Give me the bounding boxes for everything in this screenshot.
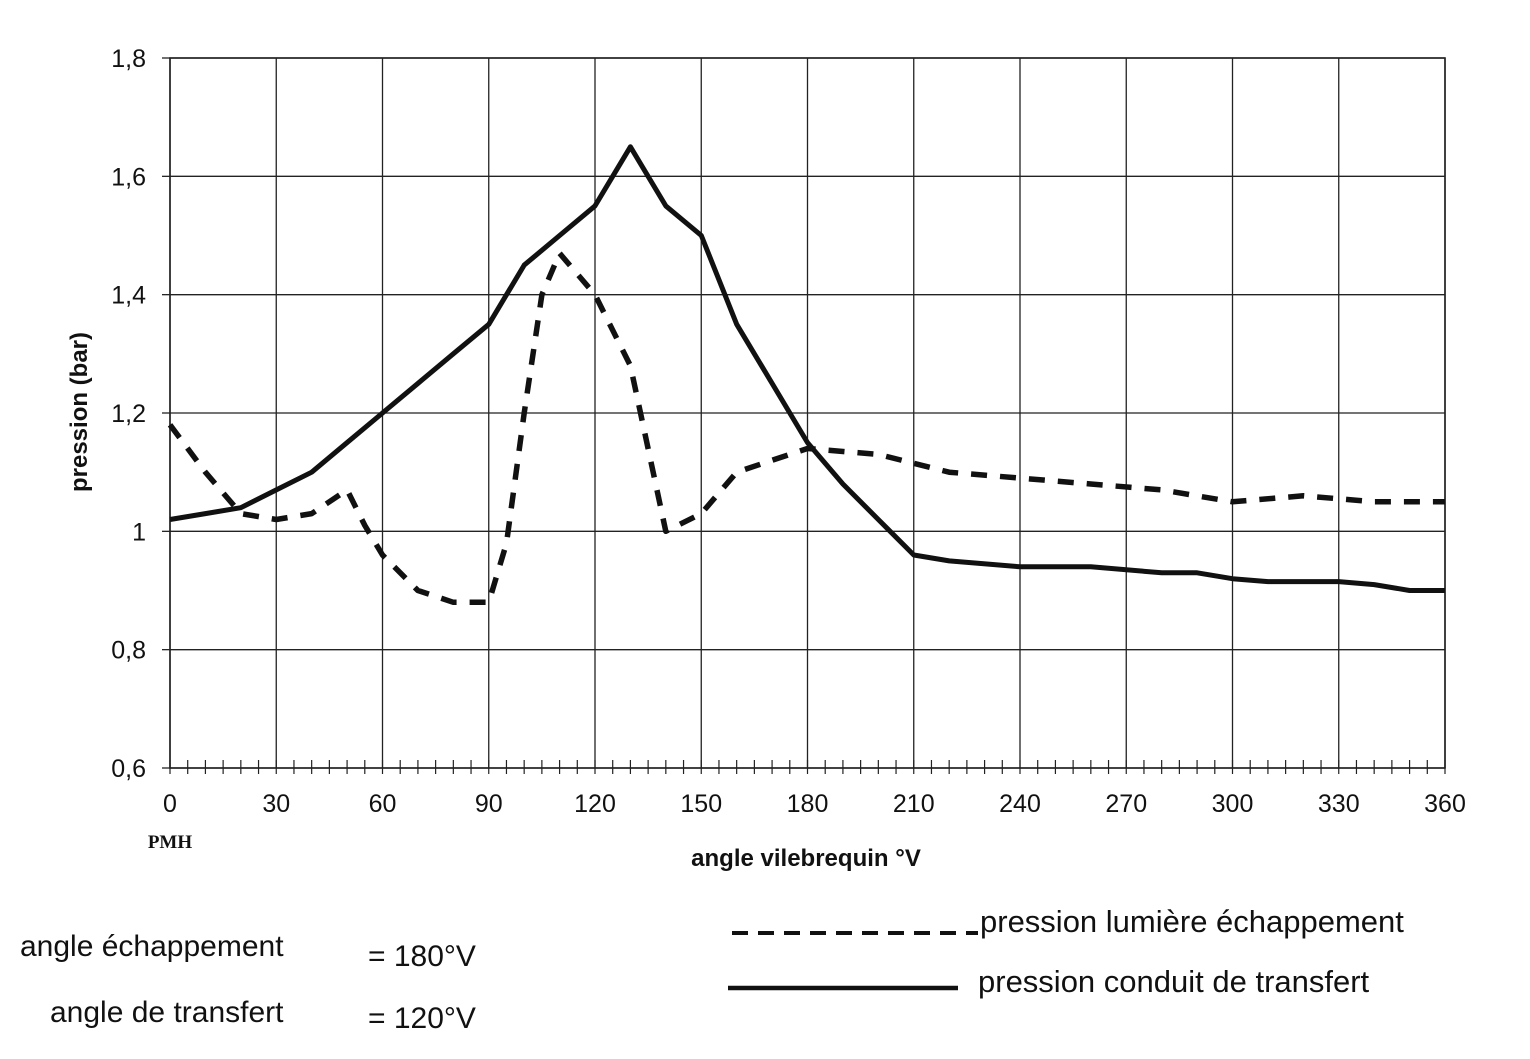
y-axis-title: pression (bar) <box>66 332 93 492</box>
y-tick-label: 1,8 <box>111 45 146 73</box>
y-tick-label: 0,6 <box>111 755 146 783</box>
x-tick-label: 270 <box>1105 790 1147 818</box>
grid <box>162 57 1446 774</box>
x-tick-label: 30 <box>262 790 290 818</box>
legend-label-echappement: pression lumière échappement <box>980 904 1404 939</box>
angle-transfert-label: angle de transfert <box>50 996 284 1029</box>
y-tick-label: 1,2 <box>111 400 146 428</box>
x-tick-label: 120 <box>574 790 616 818</box>
x-tick-label: 60 <box>369 790 397 818</box>
angle-transfert-value: = 120°V <box>368 1002 476 1035</box>
y-tick-label: 1,4 <box>111 282 146 310</box>
x-axis-title: angle vilebrequin °V <box>691 845 921 872</box>
series-line-transfert <box>169 144 1445 593</box>
x-tick-label: 0 <box>163 790 177 818</box>
series-group <box>167 144 1445 606</box>
series-line-echappement <box>167 250 1445 606</box>
x-tick-label: 150 <box>680 790 722 818</box>
x-tick-label: 360 <box>1424 790 1466 818</box>
tick-labels: 0 30 60 90 120 150 180 210 240 270 300 330 360 0,6 0,8… <box>111 45 1466 818</box>
y-tick-label: 1,6 <box>111 163 146 191</box>
x-tick-label: 90 <box>475 790 503 818</box>
angle-echappement-label: angle échappement <box>20 930 284 963</box>
pmh-label: PMH <box>148 832 193 853</box>
x-tick-label: 180 <box>787 790 829 818</box>
y-tick-label: 1 <box>132 518 146 546</box>
angle-echappement-value: = 180°V <box>368 940 476 973</box>
x-tick-label: 210 <box>893 790 935 818</box>
x-tick-label: 330 <box>1318 790 1360 818</box>
legend <box>728 931 978 991</box>
x-tick-label: 240 <box>999 790 1041 818</box>
x-tick-label: 300 <box>1212 790 1254 818</box>
legend-label-transfert: pression conduit de transfert <box>978 964 1370 999</box>
y-tick-label: 0,8 <box>111 637 146 665</box>
